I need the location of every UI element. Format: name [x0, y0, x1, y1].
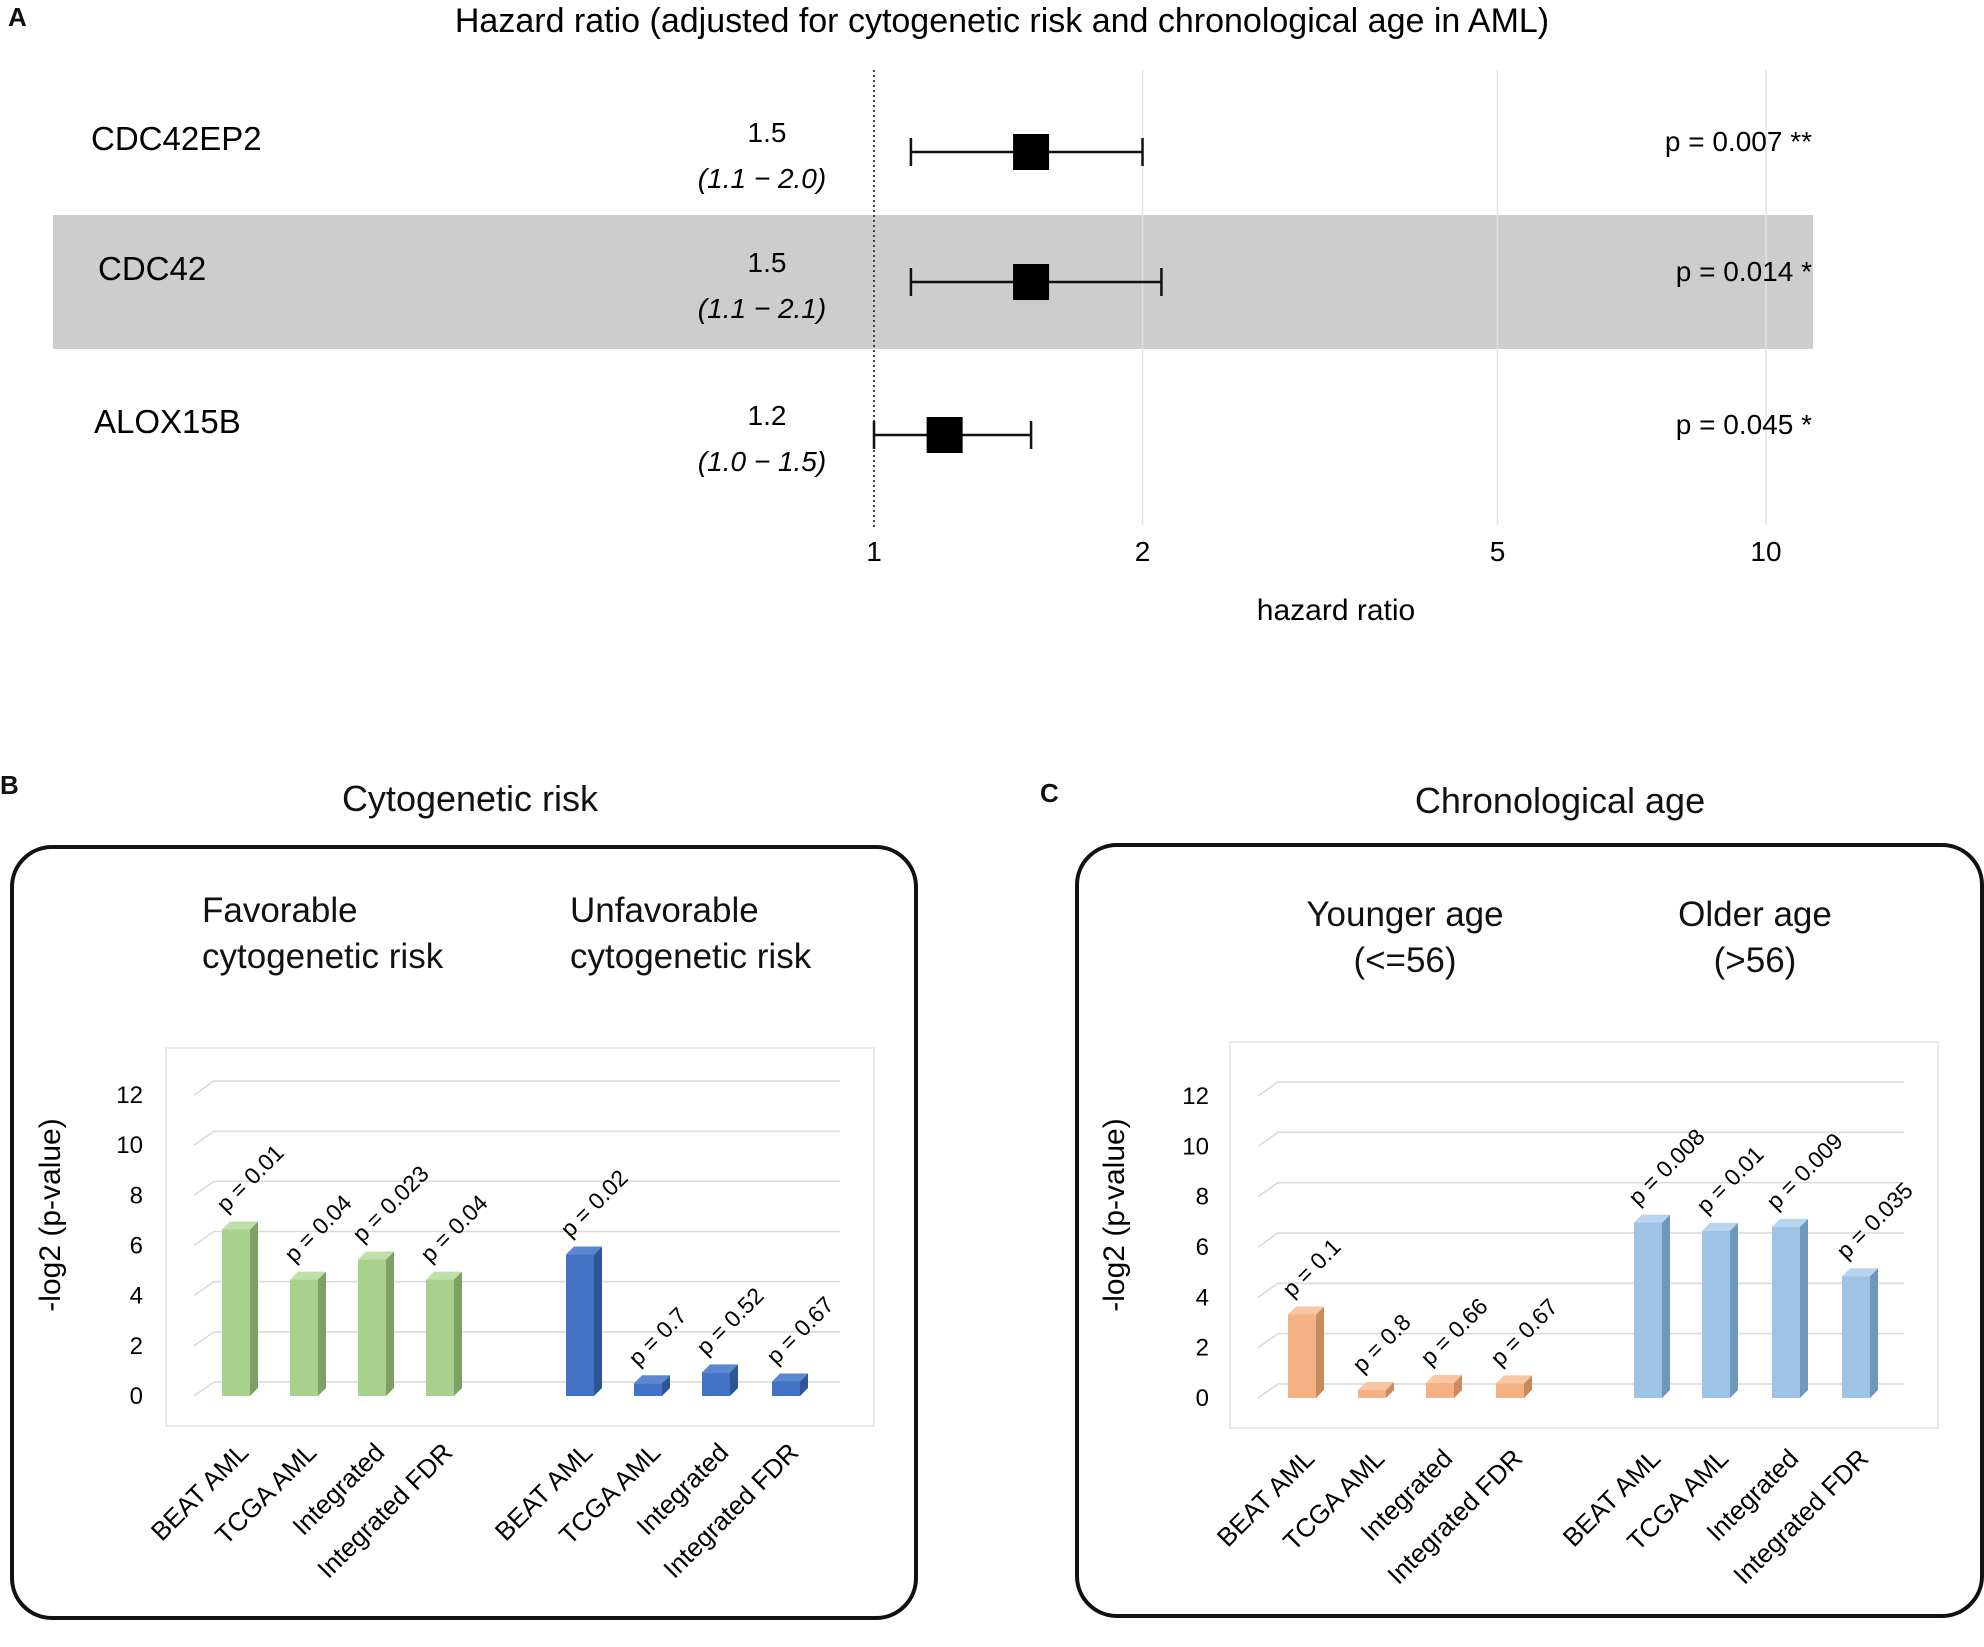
p-value-label: p = 0.014 * [1676, 256, 1812, 287]
unfavorable-group-title: Unfavorable cytogenetic risk [570, 888, 811, 980]
hr-value-label: 1.5 [748, 247, 787, 278]
p-value-label: p = 0.045 * [1676, 409, 1812, 440]
x-tick-label: 5 [1490, 536, 1506, 567]
forest-plot: Hazard ratio (adjusted for cytogenetic r… [53, 2, 1813, 627]
cytogenetic-risk-title: Cytogenetic risk [341, 778, 599, 819]
ci-label: (1.1 − 2.1) [698, 293, 826, 324]
older-title-line2: (>56) [1713, 941, 1797, 980]
x-tick-label: 10 [1750, 536, 1781, 567]
unfavorable-title-line2: cytogenetic risk [570, 937, 812, 976]
gene-label: CDC42 [98, 250, 206, 287]
older-group-title: Older age (>56) [1640, 892, 1870, 984]
favorable-title-line2: cytogenetic risk [202, 937, 444, 976]
younger-title-line1: Younger age [1306, 895, 1504, 934]
ci-label: (1.0 − 1.5) [698, 446, 826, 477]
younger-title-line2: (<=56) [1353, 941, 1457, 980]
panel-letter-c: C [1040, 778, 1059, 808]
favorable-title-line1: Favorable [202, 891, 358, 930]
forest-title: Hazard ratio (adjusted for cytogenetic r… [455, 2, 1549, 40]
favorable-group-title: Favorable cytogenetic risk [202, 888, 443, 980]
hr-point-marker [1013, 264, 1050, 300]
gene-label: CDC42EP2 [91, 120, 262, 157]
panel-letter-b: B [0, 770, 19, 800]
x-axis-label: hazard ratio [1257, 594, 1415, 627]
x-tick-label: 2 [1135, 536, 1151, 567]
hr-value-label: 1.5 [748, 117, 787, 148]
chronological-age-title: Chronological age [1414, 780, 1706, 821]
younger-group-title: Younger age (<=56) [1290, 892, 1520, 984]
p-value-label: p = 0.007 ** [1665, 126, 1812, 157]
panel-letter-a: A [8, 2, 27, 32]
older-title-line1: Older age [1678, 895, 1832, 934]
hr-value-label: 1.2 [748, 400, 787, 431]
gene-label: ALOX15B [94, 403, 241, 440]
x-tick-label: 1 [866, 536, 882, 567]
ci-label: (1.1 − 2.0) [698, 163, 826, 194]
hr-point-marker [926, 417, 963, 453]
hr-point-marker [1013, 134, 1050, 170]
unfavorable-title-line1: Unfavorable [570, 891, 759, 930]
